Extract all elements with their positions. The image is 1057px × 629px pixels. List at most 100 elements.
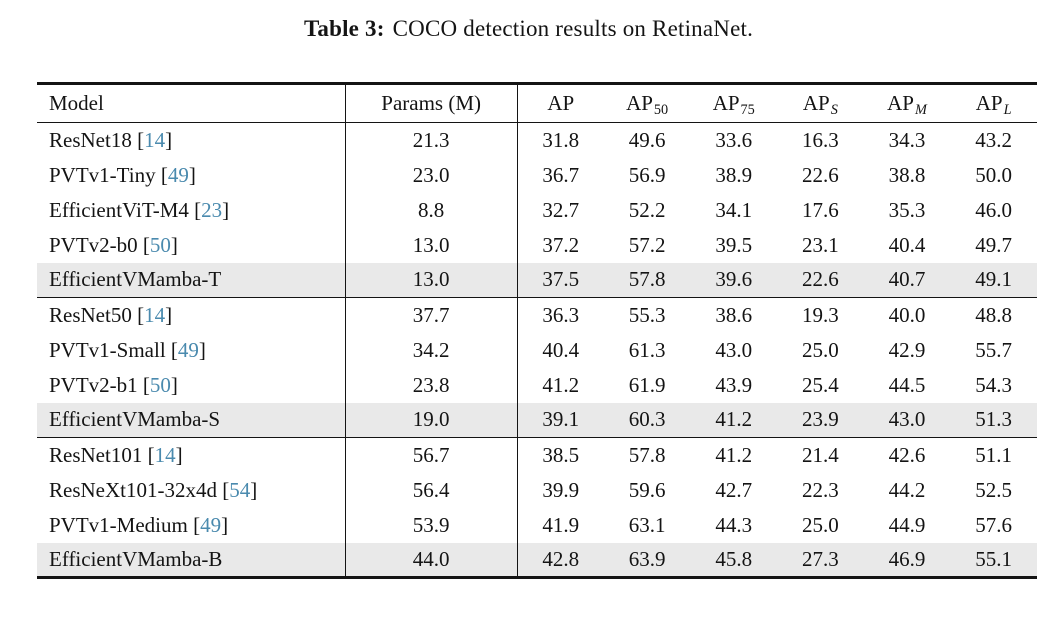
ap-value-cell: 25.0 <box>802 337 839 362</box>
model-cell: ResNet101 [14] <box>49 442 183 467</box>
ap-value-cell: 40.4 <box>516 332 604 368</box>
ap-value-cell: 43.9 <box>715 372 753 397</box>
col-header-ap-75: AP75 <box>690 84 777 123</box>
ap-value-cell: 51.1 <box>975 442 1013 467</box>
citation-link[interactable]: 49 <box>167 162 189 187</box>
ap-value-cell: 48.8 <box>975 302 1013 327</box>
table-row: ResNeXt101-32x4d [54] 56.4 39.9 59.6 42.7 22.… <box>37 472 1037 508</box>
ap-value-cell: 57.2 <box>628 232 666 257</box>
table-caption-text: COCO detection results on RetinaNet. <box>392 16 754 41</box>
ap-value-cell: 43.2 <box>975 127 1013 152</box>
ap-value-cell: 49.1 <box>975 267 1013 292</box>
ap-value-cell: 43.0 <box>888 407 926 432</box>
table-row: PVTv1-Medium [49] 53.9 41.9 63.1 44.3 25.0 44.… <box>37 507 1037 543</box>
ap-value-cell: 41.9 <box>516 507 604 543</box>
citation-link[interactable]: 54 <box>229 477 251 502</box>
ap-value-cell: 43.0 <box>715 337 753 362</box>
params-cell: 19.0 <box>344 402 518 438</box>
citation-link[interactable]: 14 <box>144 302 166 327</box>
table-row: EfficientViT-M4 [23] 8.8 32.7 52.2 34.1 17.6 3… <box>37 192 1037 228</box>
col-header-ap-l: APL <box>950 84 1037 123</box>
model-name: EfficientVMamba-B <box>49 546 223 571</box>
citation-link[interactable]: 14 <box>154 442 176 467</box>
ap-value-cell: 60.3 <box>628 407 666 432</box>
ap-value-cell: 25.4 <box>802 372 839 397</box>
ap-value-cell: 34.1 <box>715 197 753 222</box>
ap-value-cell: 44.3 <box>715 512 753 537</box>
ap-value-cell: 25.0 <box>802 512 839 537</box>
ap-value-cell: 16.3 <box>802 127 839 152</box>
ap-value-cell: 32.7 <box>516 192 604 228</box>
citation-link[interactable]: 50 <box>149 232 171 257</box>
citation-link[interactable]: 49 <box>177 337 199 362</box>
model-name: ResNet18 <box>49 127 132 152</box>
ap-value-cell: 52.2 <box>628 197 666 222</box>
ap-value-cell: 34.3 <box>888 127 926 152</box>
ap-value-cell: 54.3 <box>975 372 1013 397</box>
ap-value-cell: 36.7 <box>516 157 604 193</box>
col-header-params: Params (M) <box>344 83 518 123</box>
ap-value-cell: 42.8 <box>516 542 604 578</box>
params-cell: 23.8 <box>344 367 518 403</box>
ap-value-cell: 45.8 <box>715 546 753 571</box>
ap-value-cell: 39.5 <box>715 232 753 257</box>
table-row: ResNet50 [14] 37.7 36.3 55.3 38.6 19.3 40.0 48.… <box>37 297 1037 333</box>
ap-value-cell: 57.8 <box>628 267 666 292</box>
ap-value-cell: 23.9 <box>802 407 839 432</box>
ap-value-cell: 38.6 <box>715 302 753 327</box>
table-row: PVTv1-Small [49] 34.2 40.4 61.3 43.0 25.0 42.9… <box>37 332 1037 368</box>
ap-value-cell: 38.8 <box>888 162 926 187</box>
model-cell: PVTv1-Medium [49] <box>49 512 229 537</box>
params-cell: 13.0 <box>344 227 518 263</box>
ap-label: AP <box>626 91 653 115</box>
model-name: ResNet101 <box>49 442 143 467</box>
model-name: PVTv1-Small <box>49 337 166 362</box>
ap-value-cell: 22.3 <box>802 477 839 502</box>
model-name: PVTv1-Tiny <box>49 162 156 187</box>
ap-value-cell: 21.4 <box>802 442 839 467</box>
model-name: PVTv1-Medium <box>49 512 188 537</box>
ap-value-cell: 39.9 <box>516 472 604 508</box>
ap-value-cell: 41.2 <box>516 367 604 403</box>
ap-value-cell: 63.1 <box>628 512 666 537</box>
ap-value-cell: 39.6 <box>715 267 753 292</box>
params-cell: 37.7 <box>344 297 518 333</box>
params-cell: 53.9 <box>344 507 518 543</box>
ap-value-cell: 50.0 <box>975 162 1013 187</box>
ap-value-cell: 46.9 <box>888 546 926 571</box>
model-cell: EfficientViT-M4 [23] <box>49 197 230 222</box>
ap-value-cell: 22.6 <box>802 162 839 187</box>
ap-value-cell: 51.3 <box>975 407 1013 432</box>
col-header-ap-m: APM <box>864 84 951 123</box>
col-header-ap: AP <box>516 83 604 123</box>
ap-subscript: L <box>1003 101 1012 118</box>
ap-value-cell: 39.1 <box>516 402 604 438</box>
citation-link[interactable]: 49 <box>200 512 222 537</box>
col-header-model: Model <box>49 91 104 115</box>
table-body: ResNet18 [14] 21.3 31.8 49.6 33.6 16.3 34.3 43.… <box>37 122 1037 578</box>
ap-value-cell: 55.1 <box>975 546 1013 571</box>
ap-value-cell: 33.6 <box>715 127 753 152</box>
ap-subscript: M <box>914 101 927 118</box>
ap-subscript: S <box>830 101 838 118</box>
table-row: EfficientVMamba-T 13.0 37.5 57.8 39.6 22.6 40.… <box>37 262 1037 298</box>
model-cell: EfficientVMamba-B <box>37 543 345 578</box>
model-cell: PVTv2-b1 [50] <box>49 372 178 397</box>
ap-label: AP <box>975 91 1003 115</box>
ap-value-cell: 44.2 <box>888 477 926 502</box>
citation-link[interactable]: 14 <box>144 127 166 152</box>
results-table: Model Params (M) AP AP50 AP75 APS APM APL Res… <box>37 82 1037 579</box>
ap-value-cell: 41.2 <box>715 407 753 432</box>
col-header-ap-50: AP50 <box>604 84 691 123</box>
ap-value-cell: 44.9 <box>888 512 926 537</box>
ap-value-cell: 37.5 <box>516 262 604 298</box>
ap-value-cell: 22.6 <box>802 267 839 292</box>
model-cell: ResNet50 [14] <box>49 302 173 327</box>
ap-value-cell: 40.4 <box>888 232 926 257</box>
citation-link[interactable]: 50 <box>149 372 171 397</box>
model-name: ResNet50 <box>49 302 132 327</box>
params-cell: 13.0 <box>344 262 518 298</box>
citation-link[interactable]: 23 <box>201 197 223 222</box>
model-name: EfficientVMamba-S <box>49 407 221 432</box>
